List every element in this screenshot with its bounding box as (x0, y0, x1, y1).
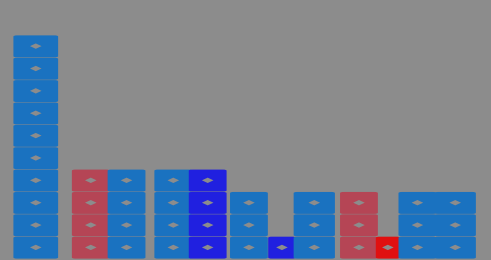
Polygon shape (167, 200, 179, 205)
Polygon shape (30, 133, 42, 138)
Polygon shape (308, 222, 320, 228)
FancyBboxPatch shape (13, 35, 58, 57)
Polygon shape (167, 178, 179, 183)
Polygon shape (276, 245, 288, 250)
FancyBboxPatch shape (435, 214, 476, 236)
FancyBboxPatch shape (154, 214, 192, 236)
Polygon shape (411, 222, 423, 228)
FancyBboxPatch shape (435, 237, 476, 259)
Polygon shape (308, 200, 320, 205)
Polygon shape (30, 178, 42, 183)
FancyBboxPatch shape (13, 214, 58, 236)
FancyBboxPatch shape (230, 237, 268, 259)
FancyBboxPatch shape (294, 237, 335, 259)
Polygon shape (30, 200, 42, 205)
Polygon shape (85, 245, 97, 250)
FancyBboxPatch shape (108, 192, 145, 214)
Polygon shape (30, 222, 42, 228)
FancyBboxPatch shape (72, 192, 109, 214)
FancyBboxPatch shape (340, 214, 378, 236)
Polygon shape (202, 200, 214, 205)
Polygon shape (30, 43, 42, 49)
Polygon shape (30, 245, 42, 250)
FancyBboxPatch shape (399, 214, 436, 236)
Polygon shape (121, 245, 132, 250)
Polygon shape (353, 200, 365, 205)
FancyBboxPatch shape (189, 214, 226, 236)
Polygon shape (30, 155, 42, 161)
Polygon shape (202, 178, 214, 183)
FancyBboxPatch shape (294, 214, 335, 236)
FancyBboxPatch shape (154, 192, 192, 214)
FancyBboxPatch shape (340, 192, 378, 214)
FancyBboxPatch shape (399, 237, 436, 259)
FancyBboxPatch shape (376, 237, 400, 259)
FancyBboxPatch shape (13, 125, 58, 147)
FancyBboxPatch shape (154, 170, 192, 192)
FancyBboxPatch shape (189, 192, 226, 214)
FancyBboxPatch shape (13, 237, 58, 259)
Polygon shape (243, 222, 255, 228)
FancyBboxPatch shape (294, 192, 335, 214)
Polygon shape (202, 222, 214, 228)
Polygon shape (449, 222, 461, 228)
Polygon shape (353, 222, 365, 228)
FancyBboxPatch shape (13, 147, 58, 169)
FancyBboxPatch shape (13, 192, 58, 214)
Polygon shape (382, 245, 394, 250)
FancyBboxPatch shape (189, 237, 226, 259)
Polygon shape (411, 200, 423, 205)
FancyBboxPatch shape (13, 80, 58, 102)
FancyBboxPatch shape (108, 214, 145, 236)
FancyBboxPatch shape (399, 192, 436, 214)
FancyBboxPatch shape (13, 102, 58, 124)
FancyBboxPatch shape (340, 237, 378, 259)
FancyBboxPatch shape (72, 237, 109, 259)
Polygon shape (121, 200, 132, 205)
FancyBboxPatch shape (108, 237, 145, 259)
FancyBboxPatch shape (72, 170, 109, 192)
Polygon shape (85, 178, 97, 183)
Polygon shape (449, 245, 461, 250)
Polygon shape (85, 222, 97, 228)
Polygon shape (167, 222, 179, 228)
FancyBboxPatch shape (268, 237, 296, 259)
FancyBboxPatch shape (72, 214, 109, 236)
Polygon shape (449, 200, 461, 205)
FancyBboxPatch shape (435, 192, 476, 214)
Polygon shape (353, 245, 365, 250)
Polygon shape (308, 245, 320, 250)
Polygon shape (121, 222, 132, 228)
FancyBboxPatch shape (13, 58, 58, 80)
Polygon shape (167, 245, 179, 250)
Polygon shape (85, 200, 97, 205)
FancyBboxPatch shape (154, 237, 192, 259)
Polygon shape (411, 245, 423, 250)
Polygon shape (30, 110, 42, 116)
FancyBboxPatch shape (108, 170, 145, 192)
Polygon shape (30, 88, 42, 94)
FancyBboxPatch shape (230, 214, 268, 236)
Polygon shape (30, 66, 42, 71)
Polygon shape (202, 245, 214, 250)
Polygon shape (243, 245, 255, 250)
FancyBboxPatch shape (230, 192, 268, 214)
Polygon shape (121, 178, 132, 183)
FancyBboxPatch shape (13, 170, 58, 192)
FancyBboxPatch shape (189, 170, 226, 192)
Polygon shape (243, 200, 255, 205)
